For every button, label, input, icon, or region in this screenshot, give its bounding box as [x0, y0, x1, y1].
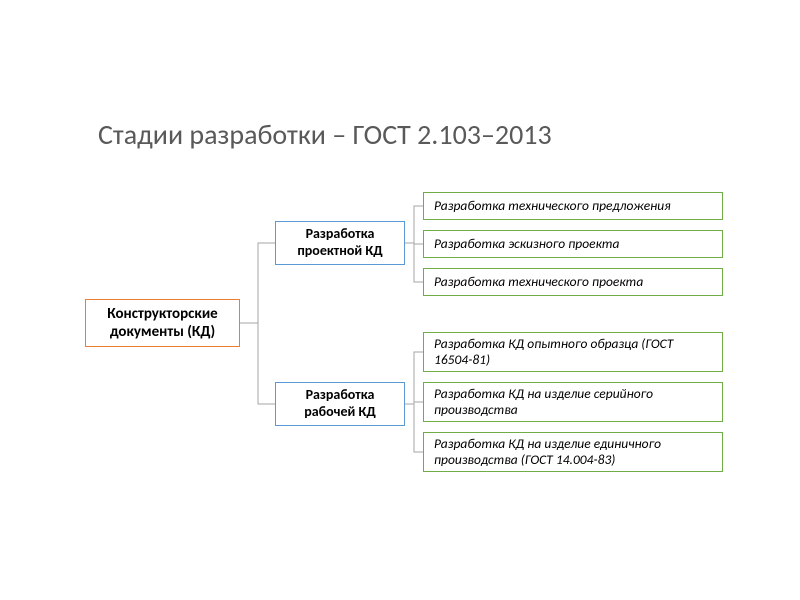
slide: Стадии разработки – ГОСТ 2.103–2013 Конс… [0, 0, 800, 600]
node-leaf3: Разработка технического проекта [423, 268, 723, 296]
node-leaf2: Разработка эскизного проекта [423, 230, 723, 258]
node-label: Разработка проектной КД [280, 226, 400, 260]
edge-mid2-leaf6 [405, 404, 423, 452]
node-label: Разработка КД на изделие серийного произ… [434, 386, 712, 418]
slide-title: Стадии разработки – ГОСТ 2.103–2013 [98, 117, 552, 152]
node-leaf1: Разработка технического предложения [423, 192, 723, 220]
edge-mid1-leaf1 [405, 206, 423, 243]
node-label: Разработка технического проекта [434, 274, 712, 290]
node-leaf4: Разработка КД опытного образца (ГОСТ 165… [423, 332, 723, 372]
node-label: Конструкторские документы (КД) [92, 305, 233, 341]
node-leaf6: Разработка КД на изделие единичного прои… [423, 432, 723, 472]
edge-mid2-leaf4 [405, 352, 423, 404]
node-leaf5: Разработка КД на изделие серийного произ… [423, 382, 723, 422]
edge-mid2-leaf5 [405, 402, 423, 404]
node-root: Конструкторские документы (КД) [85, 299, 240, 347]
edge-mid1-leaf2 [405, 243, 423, 244]
edge-mid1-leaf3 [405, 243, 423, 282]
node-label: Разработка эскизного проекта [434, 236, 712, 252]
node-mid2: Разработка рабочей КД [275, 382, 405, 426]
node-label: Разработка КД опытного образца (ГОСТ 165… [434, 336, 712, 368]
node-label: Разработка КД на изделие единичного прои… [434, 436, 712, 468]
node-label: Разработка рабочей КД [280, 387, 400, 421]
edge-root-mid1 [240, 243, 275, 323]
node-label: Разработка технического предложения [434, 198, 712, 214]
edge-root-mid2 [240, 323, 275, 404]
node-mid1: Разработка проектной КД [275, 221, 405, 265]
